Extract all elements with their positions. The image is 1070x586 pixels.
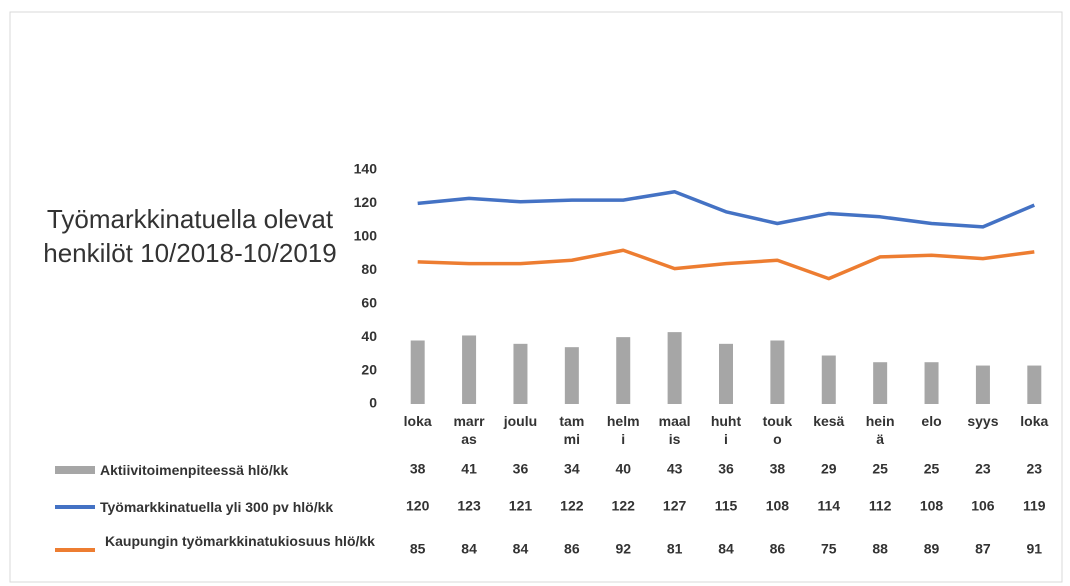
- table-value: 108: [920, 498, 944, 514]
- table-value: 115: [715, 498, 738, 514]
- table-value: 84: [461, 541, 477, 557]
- table-value: 84: [513, 541, 529, 557]
- table-value: 119: [1023, 498, 1046, 514]
- bar: [667, 332, 682, 404]
- bar: [1027, 365, 1042, 404]
- x-tick-label: heinä: [865, 413, 895, 447]
- bar: [873, 362, 888, 404]
- table-value: 85: [410, 541, 426, 557]
- table-value: 120: [406, 498, 430, 514]
- x-tick-label: huhti: [710, 413, 742, 447]
- table-value: 23: [1027, 461, 1043, 477]
- table-value: 84: [718, 541, 734, 557]
- line: [417, 248, 1035, 281]
- x-tick-label: joulu: [503, 413, 538, 429]
- legend-label: Kaupungin työmarkkinatukiosuus hlö/kk: [105, 533, 375, 549]
- table-value: 29: [821, 461, 837, 477]
- table-value: 92: [615, 541, 631, 557]
- y-tick-label: 80: [361, 261, 377, 277]
- table-value: 34: [564, 461, 580, 477]
- table-value: 114: [817, 498, 840, 514]
- table-value: 38: [770, 461, 786, 477]
- bar: [513, 343, 528, 404]
- legend-key: [55, 466, 95, 474]
- x-tick-label: elo: [921, 413, 942, 429]
- table-value: 43: [667, 461, 683, 477]
- bar: [975, 365, 990, 404]
- table-value: 91: [1027, 541, 1043, 557]
- table-value: 108: [766, 498, 790, 514]
- y-tick-label: 100: [354, 228, 378, 244]
- table-value: 87: [975, 541, 991, 557]
- y-tick-label: 20: [361, 361, 377, 377]
- table-value: 86: [770, 541, 786, 557]
- bar: [770, 340, 785, 404]
- y-tick-label: 120: [354, 194, 378, 210]
- table-value: 121: [509, 498, 533, 514]
- line: [417, 189, 1035, 229]
- table-value: 38: [410, 461, 426, 477]
- y-tick-label: 40: [361, 328, 377, 344]
- frame: [9, 11, 1063, 583]
- table-value: 123: [457, 498, 481, 514]
- x-tick-label: helmi: [606, 413, 640, 447]
- table-value: 40: [615, 461, 631, 477]
- x-tick-label: marras: [453, 413, 485, 447]
- table-value: 122: [612, 498, 636, 514]
- table-value: 86: [564, 541, 580, 557]
- table-value: 127: [663, 498, 687, 514]
- table-value: 25: [872, 461, 888, 477]
- legend-label: Aktiivitoimenpiteessä hlö/kk: [100, 462, 289, 478]
- table-value: 36: [513, 461, 529, 477]
- legend-label: Työmarkkinatuella yli 300 pv hlö/kk: [100, 499, 334, 515]
- x-tick-label: touko: [762, 413, 793, 447]
- bar: [410, 340, 425, 404]
- table-value: 106: [971, 498, 995, 514]
- x-tick-label: loka: [403, 413, 432, 429]
- table-value: 81: [667, 541, 683, 557]
- table-value: 23: [975, 461, 991, 477]
- table-value: 89: [924, 541, 940, 557]
- x-tick-label: syys: [967, 413, 999, 429]
- y-tick-label: 0: [369, 395, 377, 411]
- table-value: 75: [821, 541, 837, 557]
- chart-title: Työmarkkinatuella olevat henkilöt 10/201…: [43, 204, 337, 268]
- y-tick-label: 140: [354, 161, 378, 177]
- bar: [924, 362, 939, 404]
- x-tick-label: kesä: [813, 413, 845, 429]
- x-tick-label: tammi: [559, 413, 585, 447]
- table-value: 112: [869, 498, 892, 514]
- y-tick-label: 60: [361, 294, 377, 310]
- x-tick-label: maalis: [658, 413, 691, 447]
- x-tick-label: loka: [1020, 413, 1049, 429]
- table-value: 41: [461, 461, 477, 477]
- table-value: 88: [872, 541, 888, 557]
- bar: [564, 347, 579, 404]
- table-value: 25: [924, 461, 940, 477]
- table-value: 36: [718, 461, 734, 477]
- bar: [462, 335, 477, 404]
- bar: [821, 355, 836, 404]
- bar: [616, 337, 631, 404]
- table-value: 122: [560, 498, 584, 514]
- bar: [719, 343, 733, 404]
